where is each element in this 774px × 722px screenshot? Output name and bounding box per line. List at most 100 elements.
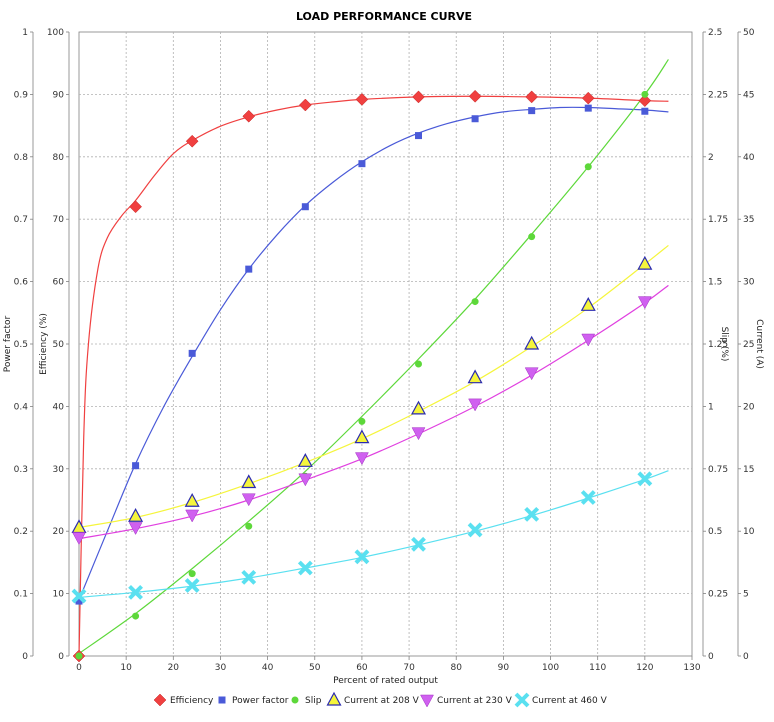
legend-label: Current at 460 V bbox=[532, 696, 608, 706]
efficiency-tick-label: 0 bbox=[58, 652, 64, 662]
data-point-current-at-208-v bbox=[354, 429, 370, 444]
data-point-current-at-460-v bbox=[411, 536, 426, 552]
efficiency-tick-label: 100 bbox=[47, 28, 64, 38]
data-point-efficiency bbox=[412, 90, 425, 104]
data-point-slip bbox=[75, 652, 83, 660]
data-point-current-at-230-v bbox=[72, 532, 86, 545]
legend-marker-current-at-208-v bbox=[326, 691, 342, 706]
data-point-current-at-208-v bbox=[241, 474, 257, 489]
data-point-slip bbox=[471, 298, 479, 306]
current-tick-label: 0 bbox=[743, 652, 749, 662]
data-point-current-at-208-v bbox=[580, 297, 596, 311]
data-point-slip bbox=[358, 417, 366, 425]
x-tick-label: 80 bbox=[451, 663, 463, 673]
legend-marker-slip bbox=[291, 696, 299, 704]
legend-item-current-at-208-v: Current at 208 V bbox=[326, 691, 420, 706]
data-point-current-at-460-v bbox=[241, 569, 257, 585]
current-tick-label: 25 bbox=[743, 340, 754, 350]
data-point-current-at-230-v bbox=[355, 452, 369, 466]
legend-marker-current-at-230-v bbox=[420, 694, 434, 708]
data-point-current-at-208-v bbox=[411, 400, 427, 415]
efficiency-tick-label: 90 bbox=[53, 90, 65, 100]
x-tick-label: 30 bbox=[215, 663, 227, 673]
data-point-power-factor bbox=[301, 203, 309, 211]
power-factor-tick-label: 0.3 bbox=[14, 465, 28, 475]
legend-item-current-at-460-v: Current at 460 V bbox=[514, 692, 608, 708]
legend-marker-current-at-460-v bbox=[514, 692, 530, 708]
power-factor-tick-label: 0.2 bbox=[14, 527, 28, 537]
power-factor-tick-label: 0.7 bbox=[14, 215, 28, 225]
data-point-power-factor bbox=[132, 462, 140, 470]
data-point-current-at-230-v bbox=[241, 493, 256, 507]
current-tick-label: 15 bbox=[743, 465, 754, 475]
x-tick-label: 70 bbox=[403, 663, 415, 673]
efficiency-tick-label: 40 bbox=[53, 402, 65, 412]
current-tick-label: 45 bbox=[743, 90, 754, 100]
series-line-efficiency bbox=[78, 95, 669, 657]
x-tick-label: 60 bbox=[356, 663, 368, 673]
legend-marker-efficiency bbox=[153, 693, 167, 707]
current-tick-label: 50 bbox=[743, 28, 755, 38]
series-markers bbox=[71, 89, 653, 663]
data-point-current-at-460-v bbox=[467, 522, 483, 538]
power-factor-tick-label: 0 bbox=[22, 652, 28, 662]
data-point-efficiency bbox=[468, 89, 482, 103]
data-point-slip bbox=[584, 163, 592, 171]
legend: Efficiency Power factor Slip Current at 208… bbox=[153, 691, 608, 708]
data-point-current-at-460-v bbox=[184, 578, 200, 593]
data-point-current-at-208-v bbox=[184, 492, 200, 507]
grid bbox=[78, 31, 693, 657]
data-point-current-at-208-v bbox=[637, 255, 653, 270]
data-point-current-at-460-v bbox=[128, 584, 143, 600]
data-point-current-at-230-v bbox=[185, 509, 200, 523]
data-point-current-at-460-v bbox=[637, 471, 653, 487]
efficiency-axis-label: Efficiency (%) bbox=[39, 313, 49, 375]
x-tick-label: 50 bbox=[309, 663, 321, 673]
data-point-slip bbox=[528, 233, 536, 241]
efficiency-tick-label: 70 bbox=[53, 215, 65, 225]
data-point-power-factor bbox=[641, 107, 649, 115]
current-tick-label: 40 bbox=[743, 153, 755, 163]
data-point-slip bbox=[245, 522, 253, 530]
data-point-current-at-208-v bbox=[128, 507, 144, 522]
power-factor-tick-label: 0.6 bbox=[14, 278, 29, 288]
x-tick-label: 20 bbox=[168, 663, 180, 673]
data-point-power-factor bbox=[75, 597, 83, 605]
legend-label: Power factor bbox=[232, 696, 289, 706]
legend-label: Efficiency bbox=[170, 696, 214, 706]
data-point-current-at-460-v bbox=[297, 560, 313, 576]
x-tick-label: 40 bbox=[262, 663, 274, 673]
legend-label: Slip bbox=[305, 696, 322, 706]
data-point-power-factor bbox=[245, 265, 253, 273]
slip-tick-label: 2 bbox=[708, 153, 714, 163]
data-point-power-factor bbox=[528, 107, 536, 115]
legend-label: Current at 230 V bbox=[437, 696, 513, 706]
power-factor-tick-label: 0.1 bbox=[14, 590, 28, 600]
data-point-efficiency bbox=[242, 109, 256, 123]
x-tick-label: 0 bbox=[76, 663, 82, 673]
data-point-current-at-208-v bbox=[297, 453, 313, 467]
power-factor-tick-label: 0.4 bbox=[14, 402, 29, 412]
current-tick-label: 10 bbox=[743, 527, 755, 537]
series-line-power-factor bbox=[78, 106, 669, 601]
x-tick-label: 130 bbox=[683, 663, 700, 673]
axes: 0 10 20 30 40 50 60 70 80 90 100 110 120 13000.10.20.… bbox=[3, 28, 764, 686]
legend-item-efficiency: Efficiency bbox=[153, 693, 214, 707]
data-point-slip bbox=[641, 90, 649, 98]
data-point-power-factor bbox=[188, 349, 196, 357]
x-tick-label: 90 bbox=[498, 663, 510, 673]
slip-tick-label: 2.5 bbox=[708, 28, 722, 38]
slip-tick-label: 1.25 bbox=[708, 340, 728, 350]
data-point-current-at-230-v bbox=[128, 522, 143, 535]
power-factor-tick-label: 1 bbox=[22, 28, 28, 38]
data-point-power-factor bbox=[584, 104, 592, 112]
data-point-current-at-460-v bbox=[71, 588, 87, 604]
data-point-efficiency bbox=[355, 93, 369, 106]
x-axis-label: Percent of rated output bbox=[333, 676, 438, 686]
power-factor-tick-label: 0.9 bbox=[14, 90, 29, 100]
current-axis-label: Current (A) bbox=[754, 319, 764, 369]
chart-title: LOAD PERFORMANCE CURVE bbox=[296, 10, 472, 23]
data-point-current-at-230-v bbox=[411, 427, 426, 441]
x-tick-label: 100 bbox=[542, 663, 559, 673]
efficiency-tick-label: 80 bbox=[53, 153, 65, 163]
